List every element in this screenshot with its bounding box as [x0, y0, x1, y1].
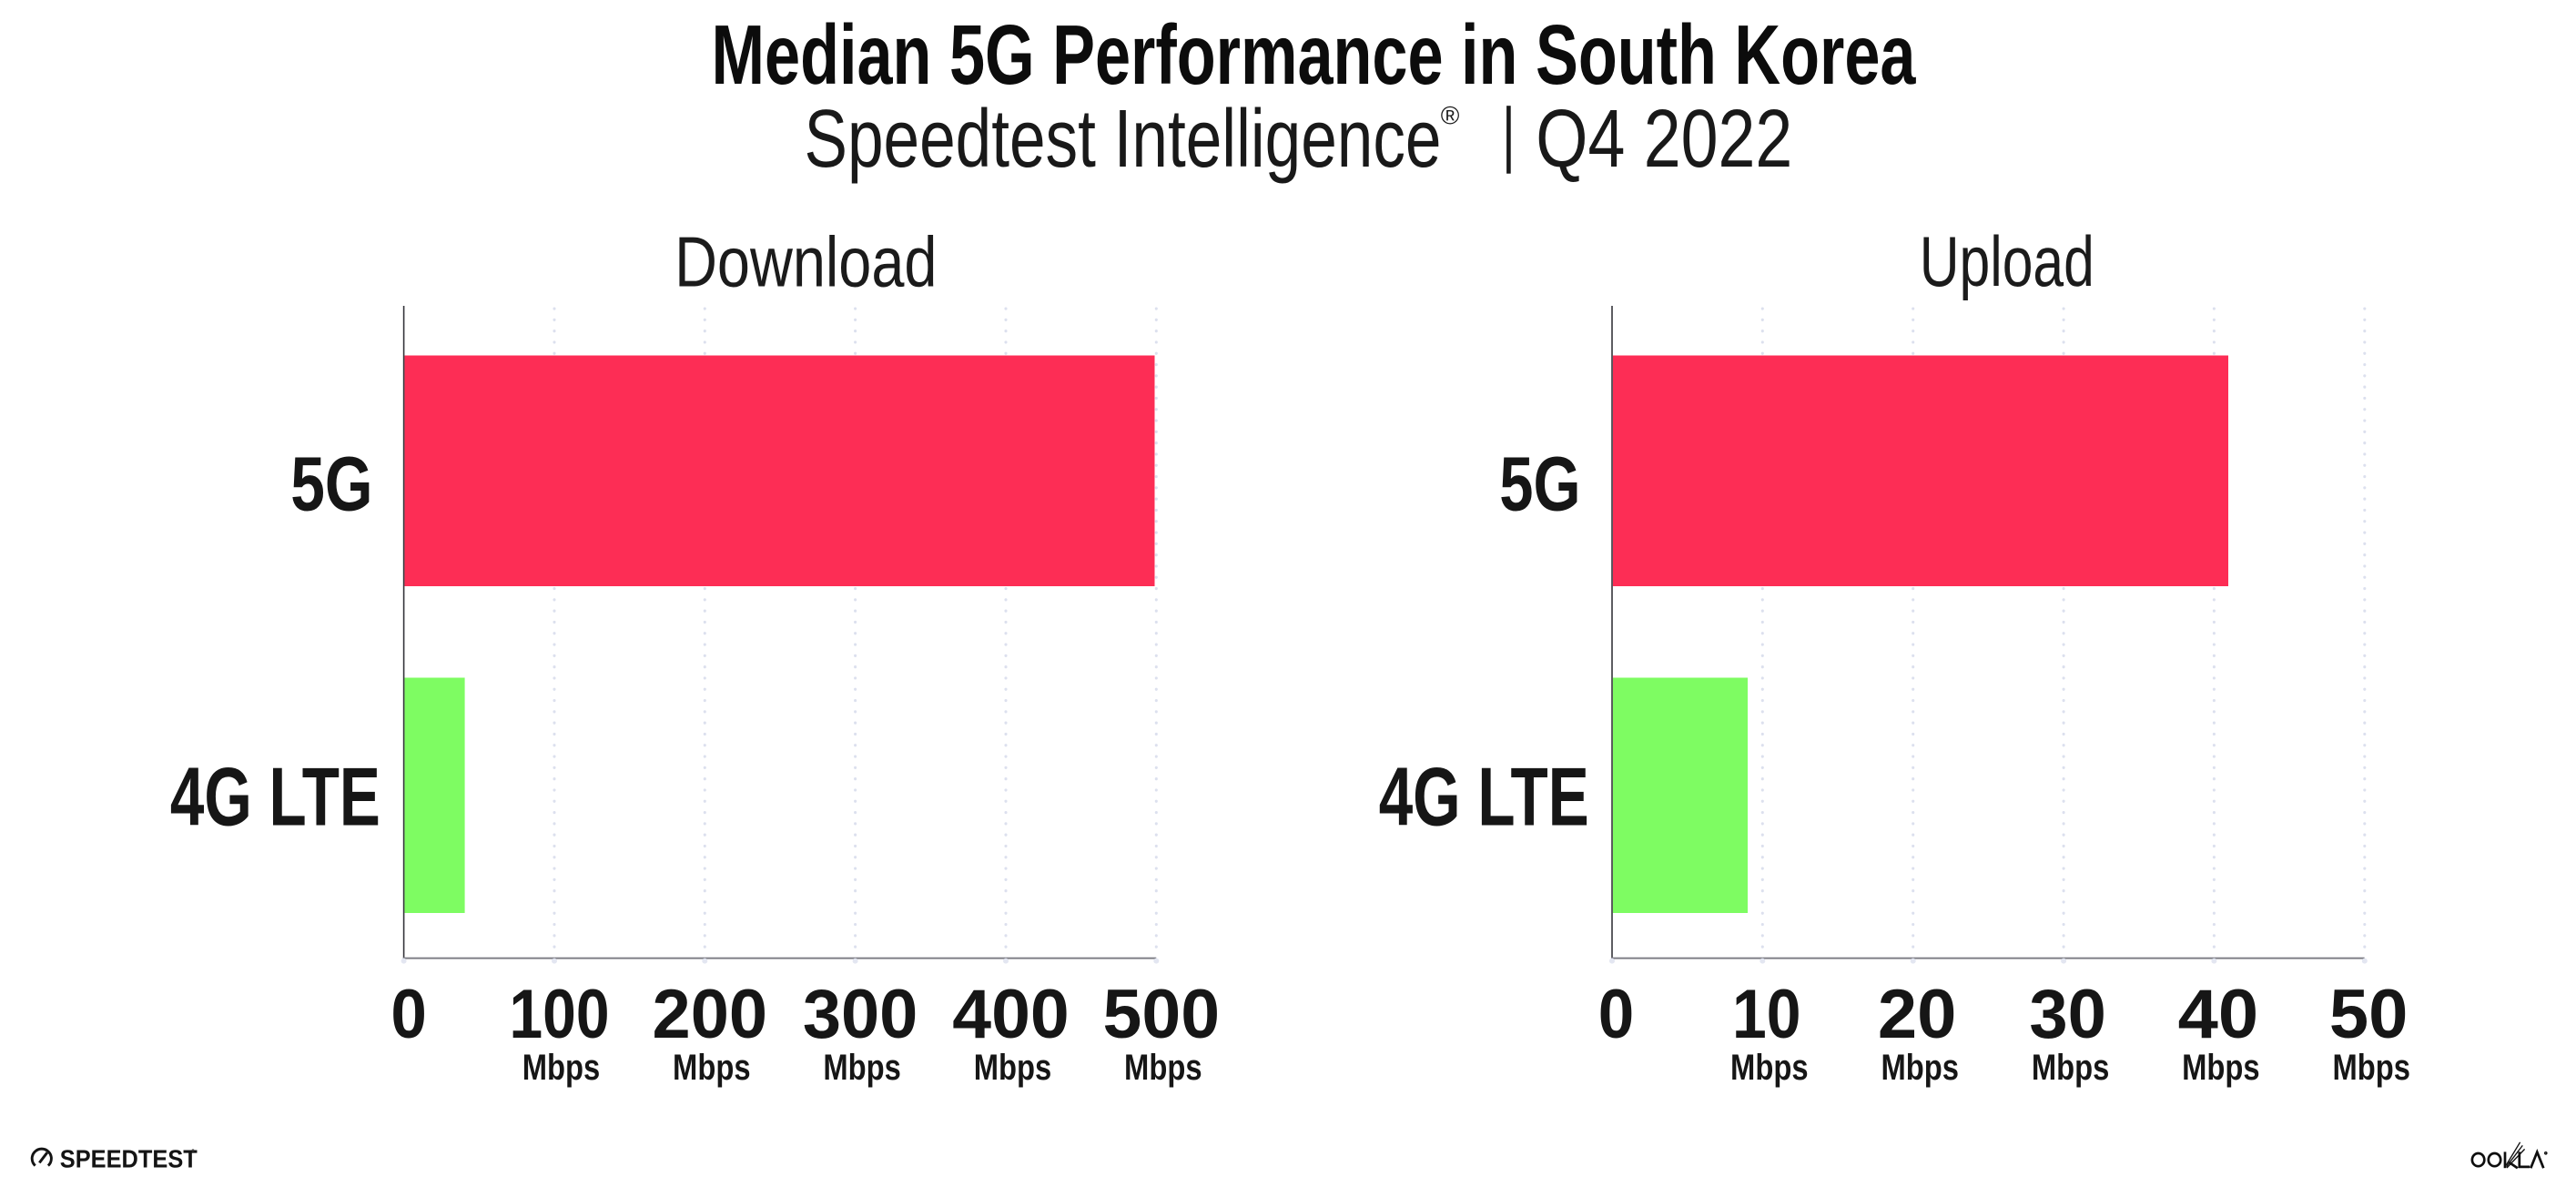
svg-text:Mbps: Mbps	[2332, 1048, 2410, 1088]
svg-text:4G LTE: 4G LTE	[1379, 752, 1589, 844]
svg-text:SPEEDTEST: SPEEDTEST	[60, 1145, 198, 1173]
svg-text:50: 50	[2329, 976, 2409, 1053]
svg-text:Mbps: Mbps	[2032, 1048, 2110, 1088]
svg-text:100: 100	[510, 976, 610, 1053]
svg-text:Mbps: Mbps	[522, 1048, 601, 1088]
svg-text:Mbps: Mbps	[2182, 1048, 2260, 1088]
svg-text:5G: 5G	[1499, 441, 1580, 527]
svg-text:300: 300	[803, 976, 918, 1053]
svg-text:Median 5G Performance in South: Median 5G Performance in South Korea	[712, 7, 1917, 102]
svg-text:400: 400	[952, 976, 1070, 1053]
svg-text:5G: 5G	[290, 441, 372, 527]
svg-text:4G LTE: 4G LTE	[170, 752, 380, 844]
svg-text:Mbps: Mbps	[1881, 1048, 1959, 1088]
svg-text:Mbps: Mbps	[673, 1048, 751, 1088]
svg-text:Download: Download	[674, 222, 937, 302]
svg-text:20: 20	[1878, 976, 1957, 1053]
svg-text:Mbps: Mbps	[974, 1048, 1052, 1088]
svg-text:30: 30	[2029, 976, 2106, 1053]
svg-text:Mbps: Mbps	[1124, 1048, 1202, 1088]
svg-text:Speedtest Intelligence: Speedtest Intelligence	[805, 94, 1442, 185]
svg-text:Mbps: Mbps	[823, 1048, 901, 1088]
svg-text:200: 200	[653, 976, 768, 1053]
svg-text:Q4 2022: Q4 2022	[1536, 94, 1792, 185]
svg-text:500: 500	[1103, 976, 1221, 1053]
svg-text:10: 10	[1732, 976, 1801, 1053]
svg-text:Upload: Upload	[1920, 221, 2094, 301]
svg-text:0: 0	[390, 976, 427, 1053]
svg-text:®: ®	[1441, 101, 1460, 129]
svg-text:0: 0	[1598, 976, 1635, 1053]
svg-text:40: 40	[2178, 976, 2259, 1053]
svg-text:Mbps: Mbps	[1730, 1048, 1809, 1088]
